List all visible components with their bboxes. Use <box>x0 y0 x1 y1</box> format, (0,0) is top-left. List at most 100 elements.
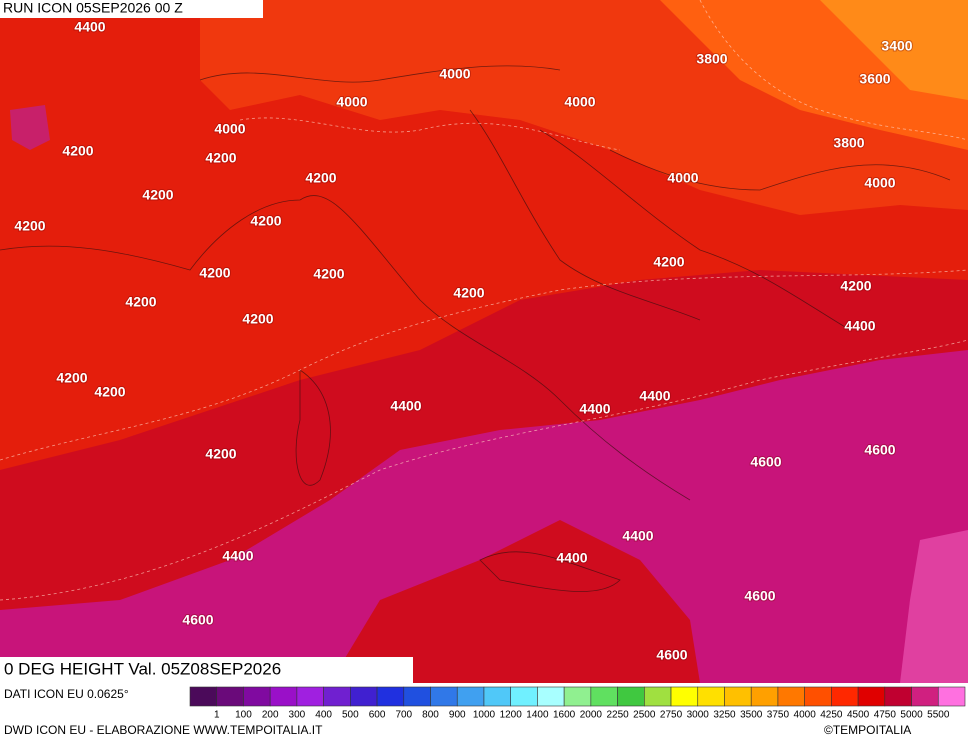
colorbar-swatch <box>831 686 859 707</box>
colorbar-swatch <box>857 686 886 707</box>
colorbar-swatch <box>537 686 565 707</box>
colorbar-swatch <box>563 686 592 707</box>
contour-label: 4200 <box>653 254 684 270</box>
colorbar-label: 1200 <box>500 710 523 721</box>
region-light-orange <box>820 0 968 100</box>
colorbar-swatch <box>243 686 271 707</box>
colorbar-label: 3250 <box>713 710 736 721</box>
contour-label: 4400 <box>579 401 610 417</box>
contour-label: 3800 <box>696 51 727 67</box>
contour-label: 4200 <box>453 285 484 301</box>
colorbar-label: 4250 <box>820 710 843 721</box>
colorbar-label: 1400 <box>526 710 549 721</box>
contour-label: 3400 <box>881 38 912 54</box>
contour-label: 4000 <box>864 175 895 191</box>
contour-label: 3800 <box>833 135 864 151</box>
contour-label: 4400 <box>639 388 670 404</box>
contour-label: 4600 <box>182 612 213 628</box>
colorbar-label: 1000 <box>473 710 496 721</box>
colorbar-swatch <box>189 686 218 707</box>
contour-label: 4200 <box>250 213 281 229</box>
colorbar-label: 2250 <box>606 710 629 721</box>
colorbar-label: 3500 <box>740 710 763 721</box>
contour-label: 4600 <box>750 454 781 470</box>
credit: DWD ICON EU - ELABORAZIONE WWW.TEMPOITAL… <box>4 723 323 737</box>
colorbar-swatch <box>884 686 912 707</box>
contour-label: 4400 <box>74 19 105 35</box>
colorbar-swatch <box>697 686 725 707</box>
contour-label: 4200 <box>840 278 871 294</box>
contour-label: 4200 <box>242 311 273 327</box>
region-patch <box>10 105 50 150</box>
colorbar-label: 2750 <box>660 710 683 721</box>
contour-label: 4400 <box>390 398 421 414</box>
contour-label: 4600 <box>744 588 775 604</box>
region-pink <box>900 530 968 683</box>
colorbar-label: 1600 <box>553 710 576 721</box>
colorbar-swatch <box>724 686 752 707</box>
colorbar-label: 500 <box>342 710 359 721</box>
colorbar-swatch <box>937 686 966 707</box>
run-label: RUN ICON 05SEP2026 00 Z <box>3 0 183 16</box>
colorbar-label: 900 <box>449 710 466 721</box>
contour-label: 4000 <box>214 121 245 137</box>
colorbar-swatch <box>456 686 485 707</box>
contour-label: 4200 <box>125 294 156 310</box>
colorbar-swatch <box>216 686 244 707</box>
region-magenta <box>0 350 968 683</box>
contour-label: 4200 <box>313 266 344 282</box>
contour-label: 4000 <box>439 66 470 82</box>
contour-label: 4200 <box>305 170 336 186</box>
contour-label: 4200 <box>142 187 173 203</box>
colorbar-label: 200 <box>262 710 279 721</box>
contour-label: 4400 <box>556 550 587 566</box>
colorbar-label: 4000 <box>794 710 817 721</box>
colorbar-label: 1 <box>214 710 220 721</box>
colorbar-swatch <box>269 686 298 707</box>
colorbar-label: 300 <box>289 710 306 721</box>
colorbar-swatch <box>617 686 645 707</box>
contour-label: 4600 <box>864 442 895 458</box>
colorbar-label: 700 <box>395 710 412 721</box>
colorbar-swatch <box>403 686 431 707</box>
colorbar-swatch <box>750 686 779 707</box>
title-box <box>0 657 413 683</box>
colorbar-swatch <box>376 686 405 707</box>
contour-label: 4200 <box>14 218 45 234</box>
colorbar-swatch <box>350 686 378 707</box>
contour-label: 4200 <box>94 384 125 400</box>
colorbar-label: 5500 <box>927 710 950 721</box>
colorbar-label: 800 <box>422 710 439 721</box>
colorbar-swatch <box>296 686 324 707</box>
colorbar-swatch <box>510 686 538 707</box>
colorbar-label: 4500 <box>847 710 870 721</box>
colorbar-label: 3750 <box>767 710 790 721</box>
run-box <box>0 0 263 18</box>
colorbar-label: 2500 <box>633 710 656 721</box>
source-label: DATI ICON EU 0.0625° <box>4 687 129 701</box>
contour-label: 4200 <box>205 446 236 462</box>
contour-label: 4200 <box>62 143 93 159</box>
contour-label: 4200 <box>205 150 236 166</box>
colorbar: 1 100 200 300 400 500 600 700 800 900 1000 1200 1400… <box>189 686 966 721</box>
colorbar-label: 4750 <box>874 710 897 721</box>
contour-label: 4400 <box>222 548 253 564</box>
colorbar-swatch <box>911 686 939 707</box>
colorbar-swatch <box>804 686 832 707</box>
colorbar-swatch <box>777 686 805 707</box>
contour-labels: 4400 4000 3800 3400 3600 4000 4000 4000 4200 4200… <box>13 18 913 664</box>
colorbar-label: 600 <box>369 710 386 721</box>
colorbar-label: 100 <box>235 710 252 721</box>
colorbar-swatch <box>670 686 699 707</box>
contour-label: 4200 <box>56 370 87 386</box>
colorbar-label: 400 <box>315 710 332 721</box>
contour-label: 4400 <box>622 528 653 544</box>
colorbar-label: 3000 <box>687 710 710 721</box>
map-title: 0 DEG HEIGHT Val. 05Z08SEP2026 <box>4 659 281 678</box>
colorbar-label: 2000 <box>580 710 603 721</box>
colorbar-swatch <box>430 686 458 707</box>
contour-label: 4000 <box>564 94 595 110</box>
contour-label: 3600 <box>859 71 890 87</box>
